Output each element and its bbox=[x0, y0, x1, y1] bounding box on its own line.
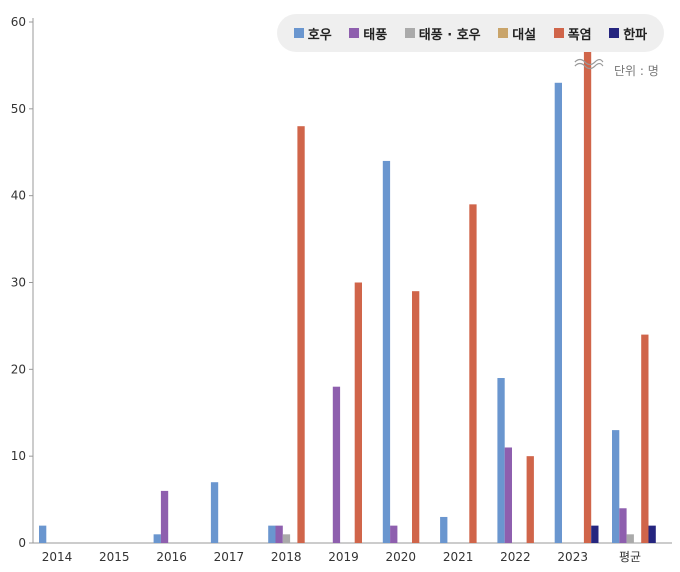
bar-폭염-2019 bbox=[354, 282, 362, 543]
bar-태풍-2020 bbox=[390, 525, 398, 543]
x-tick-label: 평균 bbox=[619, 550, 641, 564]
bar-폭염-평균 bbox=[641, 334, 649, 543]
y-tick-label: 60 bbox=[11, 15, 26, 29]
bar-호우-2014 bbox=[39, 525, 47, 543]
bar-호우-2020 bbox=[382, 160, 391, 543]
bar-태풍-2022 bbox=[504, 447, 512, 543]
legend-swatch bbox=[553, 28, 564, 38]
legend-label: 대설 bbox=[512, 27, 537, 43]
legend-item: 태풍 · 호우 bbox=[404, 24, 481, 43]
legend: 호우 태풍 태풍 · 호우 대설 폭염 한파 bbox=[277, 14, 664, 52]
legend-swatch bbox=[349, 28, 360, 38]
legend-label: 태풍 bbox=[363, 27, 388, 43]
bar-호우-2016 bbox=[153, 534, 161, 543]
bar-한파-2023 bbox=[591, 525, 599, 543]
legend-item: 한파 bbox=[609, 24, 647, 43]
legend-label: 폭염 bbox=[567, 27, 592, 43]
unit-label: 단위 : 명 bbox=[614, 64, 659, 78]
legend-item: 폭염 bbox=[553, 24, 592, 43]
legend-swatch bbox=[609, 28, 620, 38]
bar-한파-평균 bbox=[648, 525, 656, 543]
axis-break-mark bbox=[574, 58, 604, 66]
x-tick-label: 2019 bbox=[328, 550, 359, 564]
x-tick-label: 2022 bbox=[500, 550, 531, 564]
bar-폭염-2022 bbox=[526, 456, 534, 543]
legend-swatch bbox=[498, 28, 509, 38]
y-tick-label: 30 bbox=[11, 276, 26, 290]
y-tick-label: 10 bbox=[11, 449, 26, 463]
bar-호우-2017 bbox=[210, 482, 219, 543]
bar-호우-2022 bbox=[497, 378, 505, 543]
x-tick-label: 2014 bbox=[42, 550, 73, 564]
bar-호우-2021 bbox=[440, 516, 448, 543]
legend-label: 태풍 · 호우 bbox=[418, 27, 481, 43]
x-tick-label: 2021 bbox=[443, 550, 474, 564]
y-tick-label: 50 bbox=[11, 102, 26, 116]
bar-폭염-2021 bbox=[469, 204, 477, 543]
x-tick-label: 2016 bbox=[156, 550, 187, 564]
bar-폭염-2020 bbox=[412, 291, 420, 543]
x-tick-label: 2020 bbox=[386, 550, 417, 564]
y-tick-label: 0 bbox=[18, 536, 26, 550]
bar-태풍호우-평균 bbox=[626, 534, 634, 543]
legend-label: 한파 bbox=[623, 27, 648, 43]
bar-태풍-2016 bbox=[160, 490, 169, 543]
bar-폭염-2018 bbox=[297, 126, 305, 543]
y-tick-label: 20 bbox=[11, 362, 26, 376]
bar-태풍-2018 bbox=[275, 525, 283, 543]
bar-태풍-2019 bbox=[332, 386, 341, 543]
legend-label: 호우 bbox=[307, 27, 332, 43]
bar-태풍-평균 bbox=[619, 508, 627, 543]
x-tick-label: 2018 bbox=[271, 550, 302, 564]
y-tick-label: 40 bbox=[11, 189, 26, 203]
bar-호우-평균 bbox=[612, 430, 620, 543]
x-tick-label: 2017 bbox=[214, 550, 245, 564]
axis-break-mark bbox=[574, 62, 604, 70]
legend-item: 태풍 bbox=[349, 24, 387, 43]
bar-태풍호우-2018 bbox=[282, 534, 291, 543]
bar-호우-2023 bbox=[554, 82, 562, 544]
x-tick-label: 2015 bbox=[99, 550, 130, 564]
bar-폭염-2023 bbox=[583, 48, 592, 544]
legend-item: 대설 bbox=[498, 24, 536, 43]
legend-item: 호우 bbox=[293, 24, 332, 43]
legend-swatch bbox=[404, 28, 415, 38]
legend-swatch bbox=[293, 28, 304, 38]
x-tick-label: 2023 bbox=[557, 550, 588, 564]
bar-호우-2018 bbox=[268, 525, 276, 543]
